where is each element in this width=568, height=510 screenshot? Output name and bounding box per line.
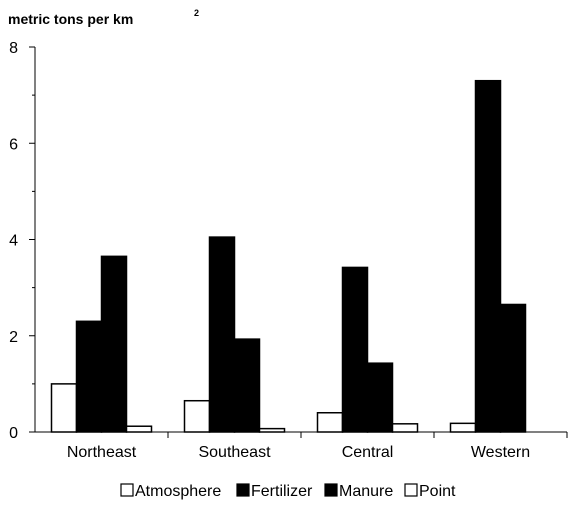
bar-atmosphere-southeast — [183, 399, 211, 433]
y-tick-label: 0 — [9, 425, 18, 442]
y-tick-label: 8 — [9, 40, 18, 57]
bar-atmosphere-northeast — [50, 383, 78, 433]
y-axis-label: metric tons per km — [8, 11, 133, 27]
x-tick-label: Northeast — [67, 444, 137, 461]
legend-label-fertilizer: Fertilizer — [251, 483, 313, 500]
x-tick-label: Central — [342, 444, 394, 461]
legend-label-manure: Manure — [339, 483, 393, 500]
legend-swatch-point — [404, 483, 418, 497]
legend-swatch-atmosphere — [120, 483, 134, 497]
bar-manure-northeast — [100, 255, 128, 433]
y-tick-label: 4 — [9, 233, 18, 250]
legend-swatch-manure — [324, 483, 338, 497]
bar-fertilizer-southeast — [208, 236, 236, 433]
x-tick-label: Western — [471, 444, 530, 461]
bar-point-northeast — [125, 425, 153, 433]
x-tick-labels: Northeast Southeast Central Western — [67, 432, 568, 461]
bar-point-southeast — [258, 427, 286, 433]
y-tick-label: 6 — [9, 136, 18, 153]
bar-point-central — [391, 423, 419, 433]
y-axis-label-superscript: 2 — [194, 8, 199, 18]
bar-fertilizer-central — [341, 266, 369, 433]
legend: Atmosphere Fertilizer Manure Point — [120, 483, 456, 500]
bar-atmosphere-central — [316, 412, 344, 433]
bar-manure-southeast — [233, 338, 261, 433]
bar-fertilizer-northeast — [75, 320, 103, 433]
bar-fertilizer-western — [474, 79, 502, 433]
legend-swatch-fertilizer — [236, 483, 250, 497]
y-tick-label: 2 — [9, 329, 18, 346]
x-tick-label: Southeast — [198, 444, 271, 461]
bar-atmosphere-western — [449, 422, 477, 433]
legend-label-point: Point — [419, 483, 456, 500]
legend-label-atmosphere: Atmosphere — [135, 483, 221, 500]
bar-manure-western — [499, 303, 527, 433]
bars — [50, 79, 527, 433]
bar-manure-central — [366, 362, 394, 433]
y-ticks: 0 2 4 6 8 — [9, 40, 35, 442]
